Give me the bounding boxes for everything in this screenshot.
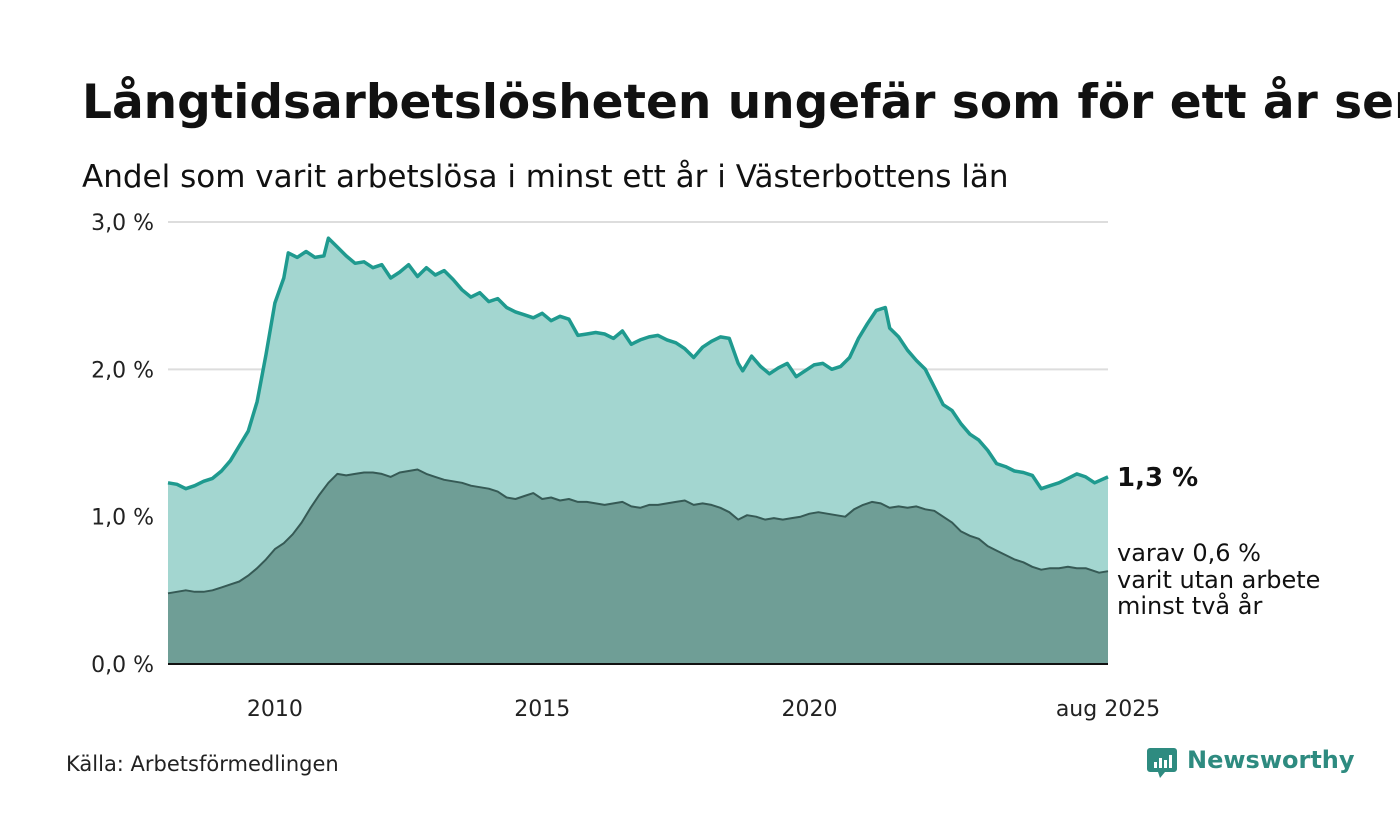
y-tick-label: 2,0 %	[91, 358, 154, 383]
x-tick-label: aug 2025	[1056, 697, 1160, 722]
page-subtitle: Andel som varit arbetslösa i minst ett å…	[82, 159, 1009, 195]
brand-logo: Newsworthy	[1147, 746, 1355, 778]
plot-area	[167, 236, 1109, 664]
source-text: Källa: Arbetsförmedlingen	[66, 752, 339, 776]
series-total-line	[167, 236, 1109, 491]
series-two-years-line	[167, 468, 1109, 595]
series-two-years-area	[168, 469, 1108, 664]
x-tick-label: 2020	[782, 697, 838, 722]
page-title: Långtidsarbetslösheten ungefär som för e…	[82, 75, 1400, 130]
axes: 0,0 % 1,0 % 2,0 % 3,0 % 2010 2015 2020 aug 2025	[91, 211, 1160, 722]
y-tick-label: 3,0 %	[91, 211, 154, 236]
brand-name: Newsworthy	[1187, 746, 1355, 774]
end-value-label: 1,3 %	[1117, 463, 1198, 493]
sub-value-line-3: minst två år	[1117, 591, 1262, 620]
x-tick-label: 2015	[514, 697, 570, 722]
y-tick-label: 0,0 %	[91, 653, 154, 678]
sub-value-line-2: varit utan arbete	[1117, 566, 1320, 594]
newsworthy-logo-icon	[1147, 748, 1177, 778]
y-tick-label: 1,0 %	[91, 506, 154, 531]
x-tick-label: 2010	[247, 697, 303, 722]
sub-value-line-1: varav 0,6 %	[1117, 539, 1261, 567]
